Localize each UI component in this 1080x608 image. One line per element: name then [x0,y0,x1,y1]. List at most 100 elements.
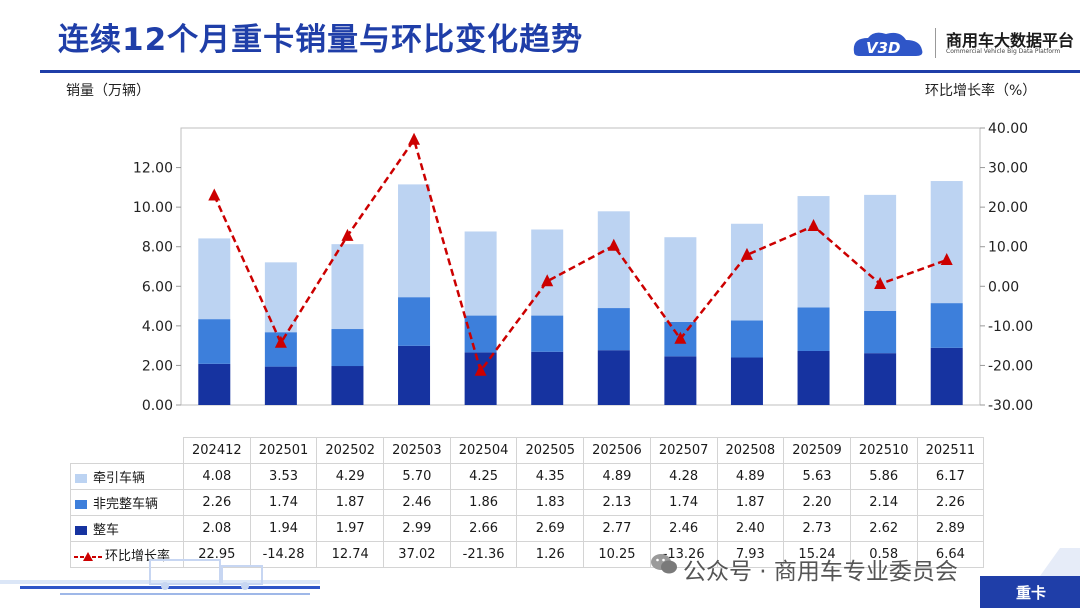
y-tick-label: 0.00 [142,398,173,414]
bar-incomplete [531,315,564,352]
footer-tag-bar [980,576,1080,608]
table-cell: 2.66 [449,515,518,542]
bar-tractor [331,244,364,330]
table-cell: 2.20 [783,489,851,516]
y-tick-label: 8.00 [142,240,173,256]
mom-point [674,331,687,344]
bar-tractor [198,238,231,320]
bar-incomplete [597,308,630,351]
bar-incomplete [331,329,364,367]
table-header-cell: 202503 [383,437,451,464]
table-cell: 37.02 [383,541,451,568]
table-cell: 2.13 [583,489,651,516]
y2-tick-label: -30.00 [988,398,1033,414]
table-row: 非完整车辆 2.26 1.74 1.87 2.46 1.86 1.83 2.13 1.74 1.8… [70,489,985,516]
table-cell: 1.74 [649,489,718,516]
table-cell: 4.89 [583,463,651,490]
mom-line [213,136,948,374]
y-tick-label: 2.00 [142,358,173,374]
table-cell: 5.70 [383,463,451,490]
legend-swatch [75,474,87,483]
table-cell: 4.29 [316,463,385,490]
table-cell: -13.26 [649,541,718,568]
bar-complete [664,356,697,405]
bar-tractor [797,196,830,308]
table-cell: 2.26 [916,489,985,516]
y2-tick-label: -10.00 [988,319,1033,335]
y2-tick-label: 40.00 [988,121,1028,137]
footer-tag: 重卡 [1016,584,1047,602]
bar-tractor [930,181,963,304]
mom-point [607,238,620,251]
y2-tick-label: 0.00 [988,279,1019,295]
table-header-cell: 202511 [916,437,985,464]
table-cell: 6.17 [916,463,985,490]
table-cell: 4.89 [716,463,785,490]
mom-point [208,188,221,201]
watermark-text: 公众号 · 商用车专业委员会 [683,559,958,585]
corner-stripe-decoration [1040,548,1080,576]
table-cell: 2.40 [716,515,785,542]
table-cell: 6.64 [916,541,985,568]
y-tick-label: 4.00 [142,319,173,335]
y-tick-label: 12.00 [133,161,173,177]
table-cell: 1.87 [716,489,785,516]
y2-tick-label: -20.00 [988,358,1033,374]
truck-decoration-icon [0,559,320,595]
table-cell: 5.63 [783,463,851,490]
table-cell: 2.69 [516,515,585,542]
bar-complete [198,363,231,405]
table-header-cell: 202502 [316,437,385,464]
series-label-cell: 非完整车辆 [70,489,184,516]
series-label-cell: 牵引车辆 [70,463,184,490]
legend-swatch [75,500,87,509]
bar-incomplete [864,310,897,354]
table-cell: 1.74 [249,489,318,516]
bar-tractor [664,237,697,322]
data-table: 202412 202501 202502 202503 202504 202505 2025… [70,437,985,568]
table-cell: 10.25 [583,541,651,568]
table-cell: 2.46 [383,489,451,516]
table-cell: 4.35 [516,463,585,490]
table-cell: 2.26 [183,489,251,516]
bar-incomplete [730,320,763,358]
table-cell: 2.08 [183,515,251,542]
table-cell: 2.14 [849,489,918,516]
table-cell: -21.36 [449,541,518,568]
mom-point [541,274,554,287]
table-cell: 1.26 [516,541,585,568]
series-name: 非完整车辆 [93,497,159,512]
table-header-cell: 202509 [783,437,851,464]
header-divider [40,70,1080,73]
table-cell: 2.89 [916,515,985,542]
table-cell: 4.25 [449,463,518,490]
bar-complete [264,366,297,405]
bar-complete [331,366,364,405]
table-header-cell: 202505 [516,437,585,464]
y2-tick-label: 30.00 [988,161,1028,177]
legend-line-icon [74,551,102,561]
bar-incomplete [930,303,963,348]
table-header-cell: 202508 [716,437,785,464]
y-axis-left-label: 销量（万辆） [66,83,150,99]
table-cell: 2.99 [383,515,451,542]
bar-complete [597,350,630,405]
table-row: 整车 2.08 1.94 1.97 2.99 2.66 2.69 2.77 2.46 2.40 2.… [70,515,985,542]
v3d-logo-icon: V3D [853,32,923,57]
mom-point [740,247,753,260]
table-cell: 2.46 [649,515,718,542]
bar-incomplete [198,319,231,364]
y-tick-label: 6.00 [142,279,173,295]
wechat-icon [651,554,677,574]
bar-incomplete [398,297,431,346]
plot-frame [180,127,981,406]
bar-tractor [730,223,763,321]
y-axis-right-label: 环比增长率（%） [925,83,1037,99]
bar-incomplete [797,307,830,351]
table-corner-cell [70,437,184,464]
table-cell: 2.62 [849,515,918,542]
table-header-row: 202412 202501 202502 202503 202504 202505 2025… [70,437,985,464]
table-cell: 15.24 [783,541,851,568]
logo-separator [935,28,936,58]
